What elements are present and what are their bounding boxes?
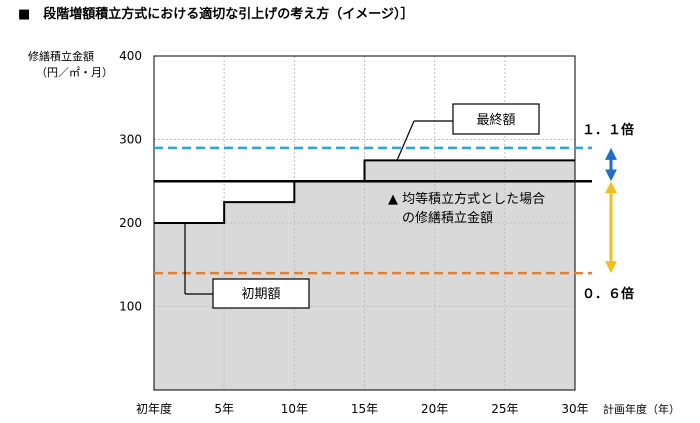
final-callout-leader (396, 120, 415, 161)
y-tick-label: 300 (119, 133, 142, 147)
flat-rate-note-line1: ▲ 均等積立方式とした場合 (388, 191, 545, 207)
y-axis-label-line2: （円／㎡・月） (36, 66, 113, 79)
x-tick-label: 10年 (281, 402, 308, 416)
x-tick-label: 15年 (351, 402, 378, 416)
final-callout-box (452, 103, 540, 135)
x-tick-label: 30年 (561, 402, 588, 416)
initial-callout-box (212, 278, 310, 309)
x-tick-label: 5年 (214, 402, 234, 416)
step-area (154, 160, 575, 390)
upper-ratio-label: １．１倍 (582, 122, 634, 138)
y-tick-label: 400 (119, 49, 142, 63)
chart-title: ■ 段階増額積立方式における適切な引上げの考え方（イメージ）］ (18, 6, 414, 22)
x-tick-label: 25年 (491, 402, 518, 416)
x-tick-label: 初年度 (136, 401, 172, 416)
y-axis-label-line1: 修繕積立金額 (28, 49, 94, 63)
flat-rate-note-line2: の修繕積立金額 (402, 210, 493, 226)
lower-ratio-label: ０．６倍 (582, 286, 634, 302)
x-tick-label: 20年 (421, 402, 448, 416)
y-tick-label: 200 (119, 216, 142, 230)
plot-frame (153, 55, 576, 391)
y-tick-label: 100 (119, 300, 142, 314)
x-axis-label: 計画年度（年） (603, 402, 680, 416)
step-line (154, 159, 575, 224)
final-amount-label: 最終額 (476, 112, 515, 128)
initial-amount-label: 初期額 (241, 287, 280, 302)
